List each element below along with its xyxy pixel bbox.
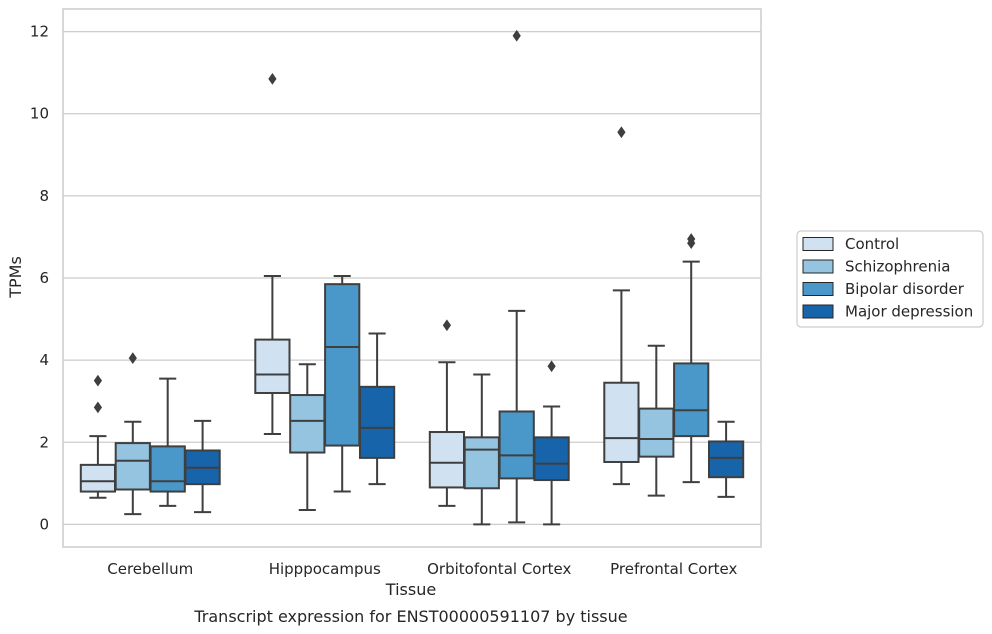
outlier-point <box>617 126 626 139</box>
box-schizophrenia <box>114 352 151 516</box>
box-body <box>149 445 186 493</box>
y-tick-labels: 0 2 4 6 8 10 12 <box>30 23 49 534</box>
box-body <box>463 436 500 490</box>
box-body <box>603 381 640 463</box>
box-body <box>324 283 361 447</box>
box-bipolar-disorder <box>324 274 361 493</box>
outlier-point <box>442 319 452 332</box>
legend-label: Bipolar disorder <box>845 280 965 298</box>
box-control <box>79 374 117 499</box>
box-body <box>533 436 570 482</box>
legend-swatch <box>802 282 834 296</box>
box-body <box>254 338 291 394</box>
box-major-depression <box>533 360 570 526</box>
legend-label: Major depression <box>845 303 973 321</box>
box-body <box>707 440 745 479</box>
outlier-point <box>93 374 103 387</box>
y-axis-label: TPMs <box>6 256 25 299</box>
y-tick-label: 4 <box>39 351 49 369</box>
box-body <box>289 394 326 454</box>
y-tick-label: 8 <box>39 187 49 205</box>
box-groups <box>79 29 745 526</box>
box-control <box>254 72 291 436</box>
box-body <box>498 410 535 480</box>
box-body <box>358 385 396 459</box>
box-body <box>638 407 675 458</box>
outlier-point <box>687 233 696 245</box>
outlier-point <box>93 401 103 414</box>
outlier-point <box>512 29 521 42</box>
legend-label: Control <box>845 235 899 253</box>
box-major-depression <box>358 332 396 486</box>
legend-swatch <box>802 237 834 251</box>
y-tick-label: 6 <box>39 269 49 287</box>
x-tick-label: Hipppocampus <box>269 560 381 578</box>
x-axis-label: Tissue <box>385 580 436 599</box>
box-major-depression <box>184 419 221 514</box>
box-body <box>114 442 151 491</box>
box-body <box>673 362 710 438</box>
outlier-point <box>268 72 277 85</box>
box-bipolar-disorder <box>149 377 186 507</box>
x-tick-label: Prefrontal Cortex <box>610 560 737 578</box>
box-body <box>428 431 466 489</box>
y-tick-label: 10 <box>30 105 49 123</box>
chart-caption: Transcript expression for ENST0000059110… <box>193 607 627 626</box>
box-bipolar-disorder <box>498 29 535 524</box>
box-schizophrenia <box>289 363 326 512</box>
box-major-depression <box>707 420 745 498</box>
box-control <box>428 319 466 507</box>
outlier-point <box>547 360 556 373</box>
legend-frame <box>796 230 984 328</box>
y-tick-label: 12 <box>30 23 49 41</box>
box-body <box>79 463 117 493</box>
x-tick-labels: Cerebellum Hipppocampus Orbitofontal Corte… <box>107 560 737 578</box>
legend: Control Schizophrenia Bipolar disorder Majo… <box>796 230 984 328</box>
legend-label: Schizophrenia <box>845 258 950 276</box>
y-tick-label: 2 <box>39 433 49 451</box>
legend-swatch <box>802 259 834 274</box>
x-tick-label: Cerebellum <box>107 560 193 578</box>
box-schizophrenia <box>638 344 675 497</box>
legend-swatch <box>802 304 834 319</box>
outlier-point <box>128 352 137 364</box>
box-bipolar-disorder <box>673 233 710 484</box>
box-control <box>603 126 640 486</box>
y-tick-label: 0 <box>39 515 49 533</box>
x-tick-label: Orbitofontal Cortex <box>427 560 571 578</box>
